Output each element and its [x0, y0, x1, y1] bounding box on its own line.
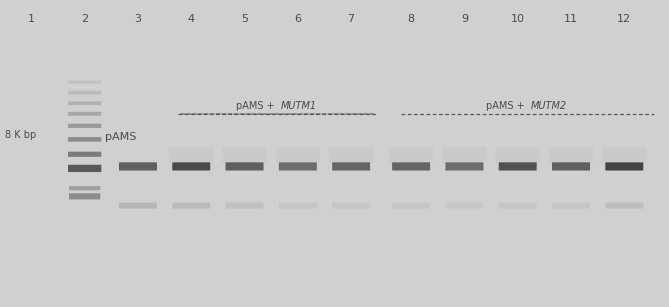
FancyBboxPatch shape — [68, 137, 101, 142]
FancyBboxPatch shape — [225, 203, 264, 208]
FancyBboxPatch shape — [389, 147, 434, 163]
FancyBboxPatch shape — [68, 112, 101, 116]
Text: 8: 8 — [407, 14, 415, 24]
FancyBboxPatch shape — [552, 162, 590, 170]
FancyBboxPatch shape — [329, 147, 373, 163]
FancyBboxPatch shape — [68, 165, 101, 172]
FancyBboxPatch shape — [119, 162, 157, 170]
FancyBboxPatch shape — [279, 203, 317, 208]
Text: 9: 9 — [461, 14, 468, 24]
Text: pAMS +: pAMS + — [486, 101, 528, 111]
FancyBboxPatch shape — [549, 147, 593, 163]
Text: 10: 10 — [510, 14, 524, 24]
FancyBboxPatch shape — [69, 193, 100, 200]
Text: 7: 7 — [348, 14, 355, 24]
FancyBboxPatch shape — [605, 203, 644, 208]
FancyBboxPatch shape — [552, 203, 590, 208]
Text: 6: 6 — [294, 14, 301, 24]
FancyBboxPatch shape — [68, 102, 101, 105]
FancyBboxPatch shape — [68, 80, 101, 84]
FancyBboxPatch shape — [225, 162, 264, 170]
FancyBboxPatch shape — [68, 152, 101, 157]
FancyBboxPatch shape — [276, 147, 320, 163]
Text: pAMS: pAMS — [104, 132, 136, 142]
FancyBboxPatch shape — [173, 203, 210, 208]
FancyBboxPatch shape — [392, 162, 430, 170]
Text: 8 K bp: 8 K bp — [5, 130, 36, 140]
FancyBboxPatch shape — [169, 147, 213, 163]
FancyBboxPatch shape — [446, 203, 484, 208]
Text: pAMS +: pAMS + — [236, 101, 278, 111]
Text: 1: 1 — [28, 14, 35, 24]
Text: MUTM1: MUTM1 — [281, 101, 317, 111]
Text: 4: 4 — [188, 14, 195, 24]
Text: 12: 12 — [617, 14, 632, 24]
FancyBboxPatch shape — [498, 203, 537, 208]
FancyBboxPatch shape — [446, 162, 484, 170]
FancyBboxPatch shape — [605, 162, 644, 170]
Text: 5: 5 — [241, 14, 248, 24]
FancyBboxPatch shape — [602, 147, 647, 163]
FancyBboxPatch shape — [495, 147, 540, 163]
FancyBboxPatch shape — [173, 162, 210, 170]
FancyBboxPatch shape — [222, 147, 267, 163]
FancyBboxPatch shape — [332, 162, 370, 170]
Text: 2: 2 — [81, 14, 88, 24]
Text: 11: 11 — [564, 14, 578, 24]
FancyBboxPatch shape — [498, 162, 537, 170]
FancyBboxPatch shape — [119, 203, 157, 208]
FancyBboxPatch shape — [442, 147, 487, 163]
FancyBboxPatch shape — [279, 162, 317, 170]
FancyBboxPatch shape — [68, 91, 101, 95]
FancyBboxPatch shape — [68, 124, 101, 128]
FancyBboxPatch shape — [392, 203, 430, 208]
FancyBboxPatch shape — [332, 203, 370, 208]
Text: 3: 3 — [134, 14, 141, 24]
Text: MUTM2: MUTM2 — [531, 101, 567, 111]
FancyBboxPatch shape — [69, 186, 100, 190]
